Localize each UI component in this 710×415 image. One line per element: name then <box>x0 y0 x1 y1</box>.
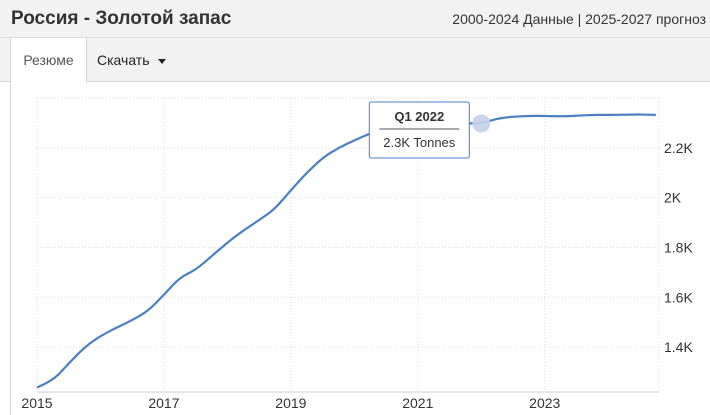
data-range-subtitle: 2000-2024 Данные | 2025-2027 прогноз <box>452 11 706 27</box>
x-tick-label: 2017 <box>148 395 179 411</box>
gold-reserve-line-chart: 1.4K 1.6K 1.8K 2K 2.2K 2015 2017 2019 2021 2023 Q1… <box>21 97 693 411</box>
caret-down-icon <box>157 58 166 64</box>
page-title: Россия - Золотой запас <box>11 8 232 29</box>
y-tick-label: 1.4K <box>664 339 693 355</box>
tooltip-value: 2.3K Tonnes <box>383 135 456 150</box>
x-tick-label: 2015 <box>21 395 52 411</box>
tooltip-box <box>368 101 470 159</box>
download-dropdown[interactable]: Скачать <box>97 38 166 82</box>
x-tick-label: 2019 <box>275 395 306 411</box>
page-header: Россия - Золотой запас 2000-2024 Данные … <box>0 0 710 38</box>
y-tick-label: 1.8K <box>664 239 693 255</box>
tooltip-title: Q1 2022 <box>394 109 444 124</box>
tab-resume[interactable]: Резюме <box>10 38 87 83</box>
x-tick-label: 2021 <box>402 395 433 411</box>
y-tick-label: 1.6K <box>664 289 693 305</box>
download-label: Скачать <box>97 52 150 68</box>
y-tick-label: 2.2K <box>664 140 693 156</box>
tab-bar: Резюме Скачать <box>0 38 710 83</box>
y-tick-label: 2K <box>664 190 682 206</box>
chart-panel: 1.4K 1.6K 1.8K 2K 2.2K 2015 2017 2019 2021 2023 Q1… <box>10 82 710 415</box>
highlight-point-marker <box>472 114 491 133</box>
x-tick-label: 2023 <box>529 395 560 411</box>
series-line <box>36 113 656 389</box>
